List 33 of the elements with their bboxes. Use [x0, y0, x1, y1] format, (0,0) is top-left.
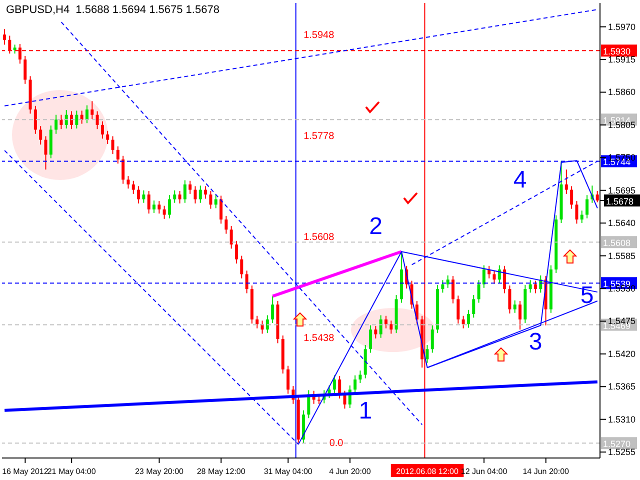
annotation: 0.0 [329, 438, 344, 449]
y-tick-label: 1.5915 [608, 54, 636, 65]
annotation: 3 [528, 328, 542, 356]
annotation: 1.5438 [304, 333, 335, 344]
y-tick-label: 1.5365 [608, 382, 636, 392]
x-tick-label: 16 May 2012 [2, 467, 49, 476]
ref-line-label: 1.5270 [603, 439, 631, 450]
annotation: 1.5608 [304, 232, 335, 244]
x-tick-label: 2012.06.08 12:00 [396, 467, 459, 476]
y-tick-label: 1.5678 [606, 196, 634, 206]
annotation: 2 [369, 213, 382, 240]
y-tick-label: 1.5970 [608, 22, 636, 32]
annotation: 1 [358, 397, 372, 424]
chart-title: GBPUSD,H4 1.5688 1.5694 1.5675 1.5678 [6, 4, 220, 16]
ref-line-label: 1.5930 [603, 46, 631, 57]
y-tick-label: 1.5585 [608, 250, 636, 261]
x-tick-label: 21 May 04:00 [47, 467, 96, 476]
x-tick-label: 28 May 12:00 [196, 467, 246, 476]
y-tick-label: 1.5860 [608, 87, 636, 98]
annotation: 5 [580, 282, 594, 310]
y-tick-label: 1.5310 [608, 414, 636, 424]
x-tick-label: 23 May 20:00 [134, 467, 184, 476]
y-tick-label: 1.5420 [608, 348, 636, 359]
annotation: 1.5948 [304, 30, 335, 41]
ref-line-label: 1.5608 [603, 238, 631, 248]
y-tick-label: 1.5255 [608, 447, 636, 458]
annotation: 1.5778 [304, 130, 335, 142]
annotation: 4 [513, 166, 527, 194]
x-tick-label: 31 May 04:00 [264, 467, 313, 476]
x-tick-label: 4 Jun 20:00 [329, 467, 372, 476]
y-tick-label: 1.5640 [608, 218, 636, 228]
x-tick-label: 14 Jun 20:00 [522, 467, 570, 476]
y-tick-label: 1.5695 [608, 185, 636, 196]
